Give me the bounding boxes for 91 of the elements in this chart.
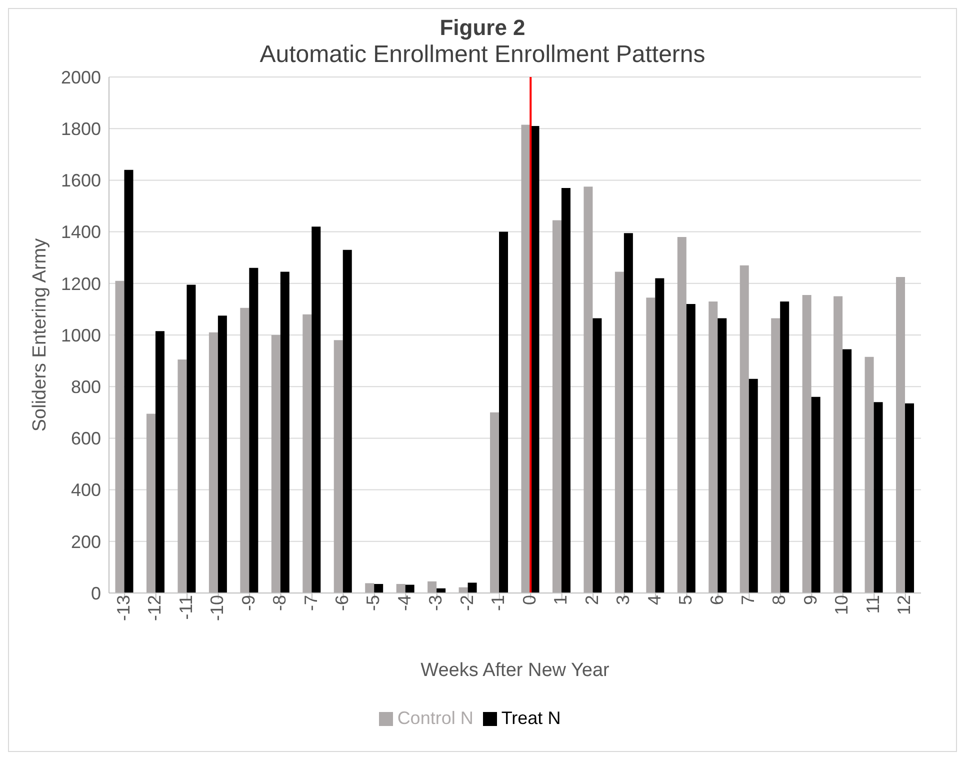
bar — [842, 349, 852, 593]
x-tick-label: -4 — [394, 595, 414, 612]
bar — [561, 188, 570, 593]
bar — [686, 304, 696, 593]
legend-label: Control N — [397, 708, 474, 728]
x-tick-label: 9 — [800, 595, 820, 606]
x-tick-label: 6 — [706, 595, 727, 606]
bar — [811, 396, 820, 593]
y-tick-label: 1400 — [60, 222, 101, 242]
bar — [521, 124, 530, 593]
bar — [342, 250, 352, 593]
bar — [718, 318, 727, 593]
legend-label: Treat N — [501, 708, 561, 728]
bar — [874, 402, 883, 593]
y-tick-label: 400 — [70, 480, 101, 500]
bar — [396, 584, 406, 593]
bar — [552, 220, 562, 593]
x-tick-label: 8 — [769, 595, 790, 606]
x-tick-label: 11 — [862, 595, 883, 614]
bar — [896, 276, 906, 593]
bar — [218, 316, 227, 593]
x-tick-label: 7 — [738, 595, 758, 606]
bar — [428, 581, 437, 593]
y-tick-label: 1600 — [60, 170, 101, 191]
bar — [780, 301, 790, 593]
y-tick-label: 600 — [70, 428, 101, 449]
bar — [864, 356, 874, 593]
bar — [186, 284, 196, 593]
x-tick-label: -7 — [300, 595, 321, 612]
bar — [374, 584, 384, 593]
bar — [624, 233, 633, 593]
x-tick-label: 10 — [832, 595, 852, 616]
bar — [646, 298, 656, 593]
bar — [312, 226, 321, 593]
bar — [240, 308, 250, 593]
bar — [178, 360, 187, 593]
bar — [802, 295, 812, 593]
y-tick-label: 2000 — [60, 67, 101, 88]
y-axis-title: Soliders Entering Army — [30, 238, 51, 432]
bar — [592, 318, 602, 593]
x-tick-label: 3 — [613, 595, 634, 606]
x-tick-label: -1 — [488, 595, 508, 612]
bar — [115, 280, 124, 593]
bar — [708, 301, 718, 593]
bar — [490, 412, 500, 593]
x-tick-label: 4 — [644, 595, 664, 606]
bar — [302, 314, 312, 593]
bar — [146, 414, 156, 593]
bar — [334, 340, 343, 593]
x-tick-label: -2 — [456, 595, 477, 612]
bar — [405, 584, 414, 593]
chart-subtitle: Automatic Enrollment Enrollment Patterns — [258, 41, 706, 69]
bar — [834, 296, 843, 593]
chart-title: Figure 2 — [438, 15, 526, 41]
bar — [677, 236, 686, 593]
x-tick-label: -3 — [426, 595, 446, 612]
x-tick-label: 2 — [582, 595, 602, 606]
x-tick-label: -9 — [238, 595, 258, 612]
bar — [124, 170, 134, 593]
x-tick-label: -5 — [363, 595, 384, 612]
x-tick-label: -8 — [270, 595, 290, 612]
bar — [271, 335, 280, 593]
x-tick-label: -10 — [207, 595, 228, 622]
x-tick-label: -12 — [144, 595, 165, 622]
bar — [740, 265, 749, 593]
y-tick-label: 1200 — [60, 274, 101, 294]
bar — [249, 268, 258, 593]
bar — [771, 318, 780, 593]
bar — [280, 272, 290, 593]
x-tick-label: -11 — [176, 595, 196, 620]
x-tick-label: -13 — [113, 595, 134, 622]
bar — [499, 232, 508, 593]
x-tick-label: 0 — [519, 595, 540, 606]
y-tick-label: 200 — [70, 532, 101, 552]
x-tick-label: 5 — [676, 595, 696, 606]
x-axis-title: Weeks After New Year — [420, 660, 610, 681]
bar — [905, 403, 914, 593]
bar — [468, 582, 477, 593]
bar — [208, 332, 218, 593]
x-tick-label: 1 — [550, 595, 571, 606]
x-tick-label: -6 — [332, 595, 352, 612]
bar — [584, 186, 593, 593]
bar — [155, 331, 164, 593]
y-tick-label: 1000 — [60, 325, 101, 346]
bar — [614, 272, 624, 593]
x-tick-label: 12 — [894, 595, 914, 616]
y-tick-label: 1800 — [60, 118, 101, 139]
bar — [655, 278, 664, 593]
bar — [748, 378, 758, 593]
y-tick-label: 800 — [70, 376, 101, 397]
bar — [365, 583, 374, 593]
